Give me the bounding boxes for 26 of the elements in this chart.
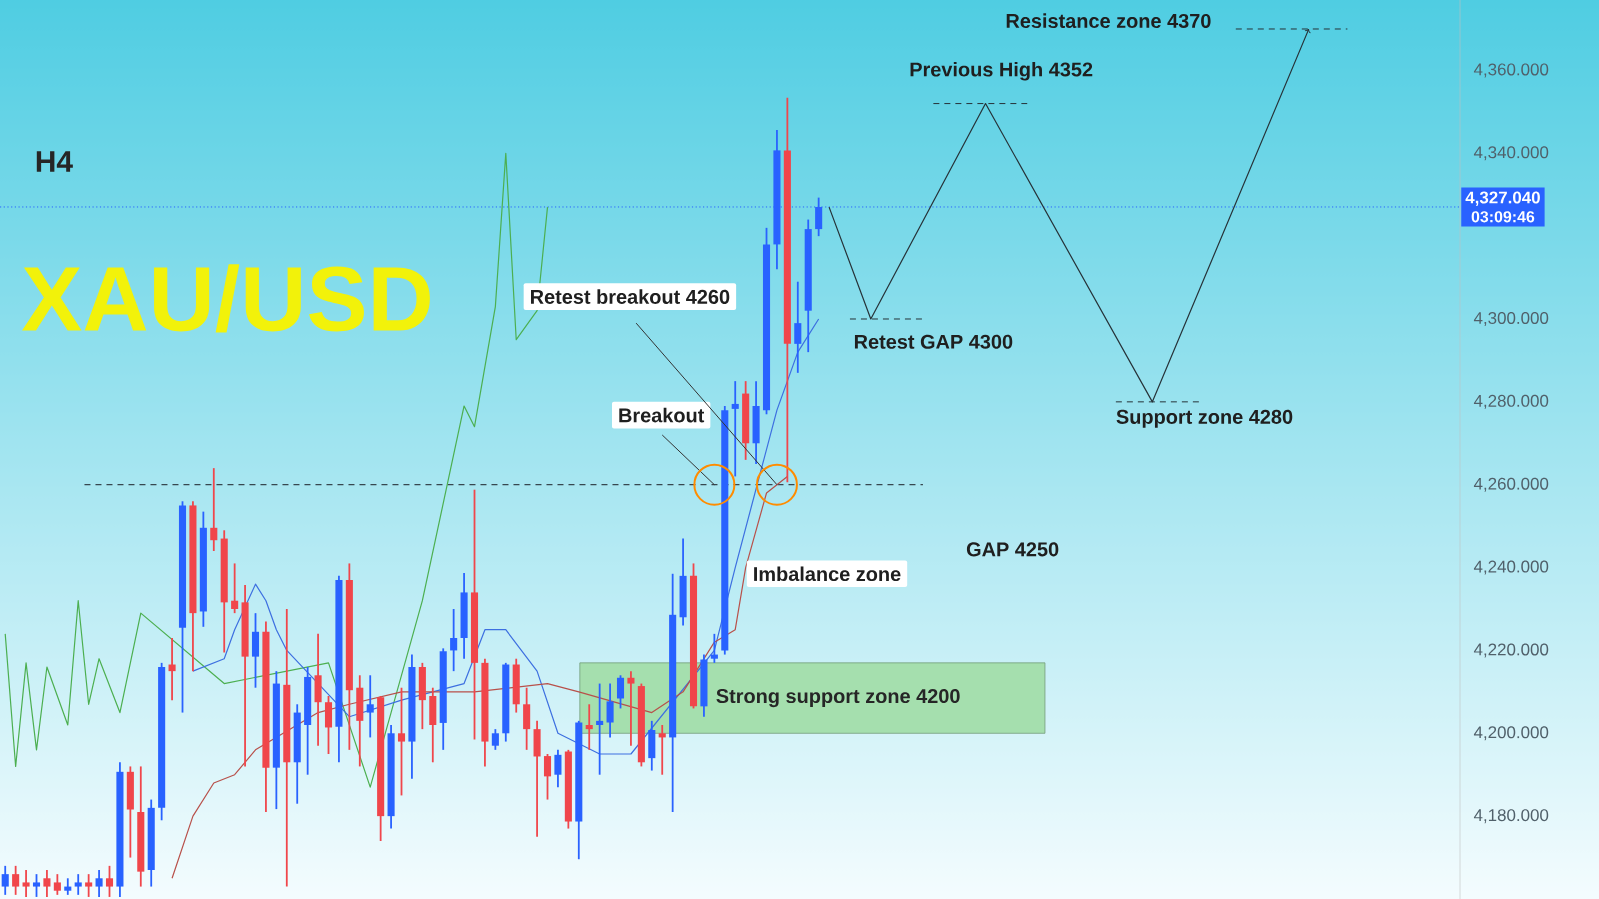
ref-line-label: Resistance zone 4370 bbox=[1006, 13, 1211, 29]
band-label: Strong support zone 4200 bbox=[716, 689, 960, 708]
annotation: GAP 4250 bbox=[966, 542, 1059, 557]
ref-line-label: Previous High 4352 bbox=[910, 61, 1093, 81]
candlestick bbox=[32, 873, 41, 898]
y-tick-label: 4,200.000 bbox=[1473, 726, 1549, 741]
text: H4 bbox=[36, 151, 73, 172]
y-tick-label: 4,240.000 bbox=[1473, 560, 1549, 575]
y-tick-label: 4,300.000 bbox=[1473, 311, 1549, 326]
line-series bbox=[828, 28, 1311, 403]
y-tick-label: 4,280.000 bbox=[1473, 394, 1549, 409]
annotation: Retest breakout 4260 bbox=[531, 289, 730, 304]
text: 03:09:46 bbox=[1471, 211, 1535, 223]
ref-line-label: Support zone 4280 bbox=[1116, 409, 1293, 428]
candlestick bbox=[105, 864, 114, 898]
ref-line-label: 4,327.040 bbox=[1465, 191, 1540, 206]
y-tick-label: 4,260.000 bbox=[1473, 477, 1549, 492]
annotation: Imbalance zone bbox=[754, 566, 901, 582]
candlestick bbox=[397, 686, 406, 797]
y-tick-label: 4,180.000 bbox=[1473, 809, 1549, 824]
y-tick-label: 4,360.000 bbox=[1473, 63, 1549, 78]
y-tick-label: 4,340.000 bbox=[1473, 146, 1549, 161]
y-tick-label: 4,220.000 bbox=[1473, 643, 1549, 658]
ref-line-label: Retest GAP 4300 bbox=[854, 334, 1013, 349]
annotation: Breakout bbox=[619, 407, 705, 423]
text: XAU/USD bbox=[22, 264, 430, 333]
